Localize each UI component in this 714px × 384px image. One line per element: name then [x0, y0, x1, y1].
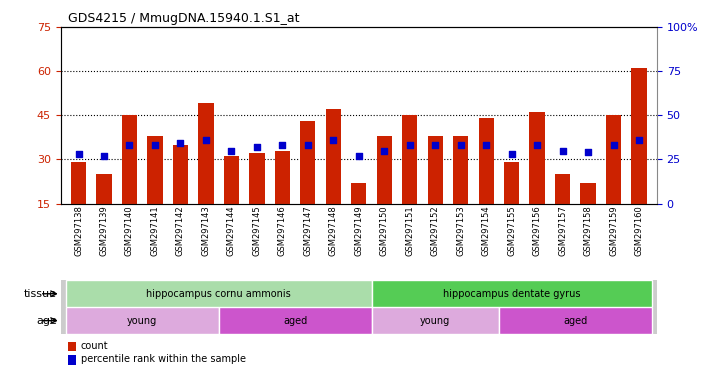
Point [226, 147, 237, 154]
Bar [478, 118, 494, 248]
Point [175, 141, 186, 147]
Bar [147, 136, 163, 248]
Point [124, 142, 135, 148]
Bar [66, 307, 218, 334]
Bar [530, 112, 545, 248]
Point [378, 147, 390, 154]
Bar [173, 145, 188, 248]
Point [353, 153, 364, 159]
Bar [428, 136, 443, 248]
Point [481, 142, 492, 148]
Point [328, 137, 339, 143]
Bar [275, 151, 290, 248]
Point [455, 142, 466, 148]
Bar [300, 121, 316, 248]
Bar [504, 162, 519, 248]
Bar [223, 156, 239, 248]
Bar [249, 154, 264, 248]
Point [251, 144, 263, 150]
Text: young: young [420, 316, 451, 326]
Text: GDS4215 / MmugDNA.15940.1.S1_at: GDS4215 / MmugDNA.15940.1.S1_at [68, 12, 299, 25]
Point [200, 137, 211, 143]
Bar [96, 174, 111, 248]
Bar [371, 307, 499, 334]
Point [633, 137, 645, 143]
Text: aged: aged [563, 316, 588, 326]
Point [531, 142, 543, 148]
Text: aged: aged [283, 316, 307, 326]
Bar [499, 307, 652, 334]
Point [506, 151, 518, 157]
Point [430, 142, 441, 148]
Point [557, 147, 568, 154]
Bar [453, 136, 468, 248]
Point [404, 142, 416, 148]
Text: tissue: tissue [24, 289, 57, 299]
Bar [402, 115, 418, 248]
Text: hippocampus cornu ammonis: hippocampus cornu ammonis [146, 289, 291, 299]
Text: count: count [81, 341, 109, 351]
Bar [371, 280, 652, 307]
Bar [631, 68, 647, 248]
Bar [198, 103, 213, 248]
Bar [326, 109, 341, 248]
Point [302, 142, 313, 148]
Point [99, 153, 110, 159]
Bar [218, 307, 371, 334]
Point [276, 142, 288, 148]
Point [73, 151, 84, 157]
Text: age: age [36, 316, 57, 326]
Point [149, 142, 161, 148]
Bar [580, 183, 595, 248]
Bar [351, 183, 366, 248]
Bar [376, 136, 392, 248]
Bar [555, 174, 570, 248]
Bar [71, 162, 86, 248]
Text: young: young [127, 316, 157, 326]
Bar [66, 280, 371, 307]
Bar [606, 115, 621, 248]
Text: percentile rank within the sample: percentile rank within the sample [81, 354, 246, 364]
Point [608, 142, 619, 148]
Text: hippocampus dentate gyrus: hippocampus dentate gyrus [443, 289, 580, 299]
Bar [122, 115, 137, 248]
Point [583, 149, 594, 156]
